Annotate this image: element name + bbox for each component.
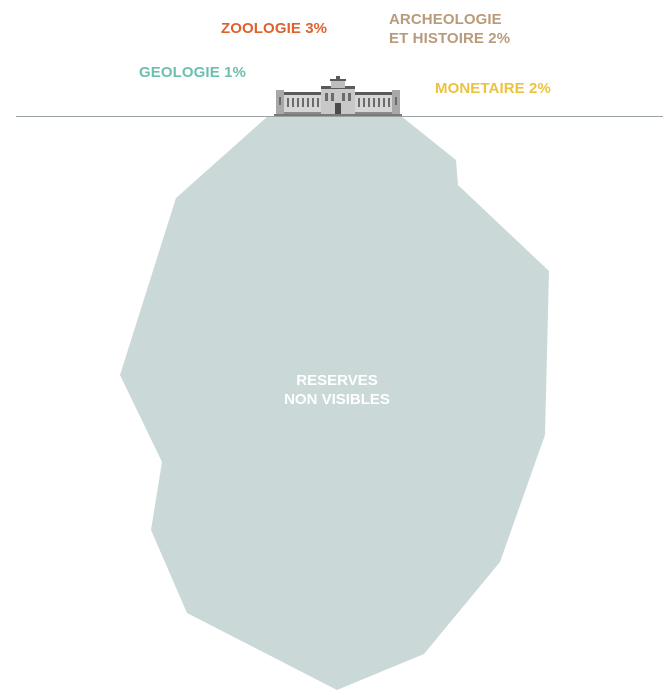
iceberg-underwater-shape — [120, 116, 549, 690]
label-reserves-line-1: RESERVES — [296, 372, 378, 389]
label-archeologie-histoire: ARCHEOLOGIE ET HISTOIRE 2% — [389, 10, 510, 48]
label-geologie: GEOLOGIE 1% — [139, 63, 246, 82]
label-reserves-non-visibles: RESERVES NON VISIBLES — [237, 371, 437, 409]
label-geologie-text: GEOLOGIE 1% — [139, 64, 246, 81]
label-monetaire: MONETAIRE 2% — [435, 79, 551, 98]
museum-building-icon — [274, 76, 402, 116]
label-archeologie-line-1: ARCHEOLOGIE — [389, 11, 502, 28]
label-monetaire-text: MONETAIRE 2% — [435, 80, 551, 97]
label-zoologie: ZOOLOGIE 3% — [221, 19, 327, 38]
label-archeologie-line-2: ET HISTOIRE 2% — [389, 30, 511, 47]
label-reserves-line-2: NON VISIBLES — [284, 391, 390, 408]
label-zoologie-text: ZOOLOGIE 3% — [221, 20, 328, 37]
